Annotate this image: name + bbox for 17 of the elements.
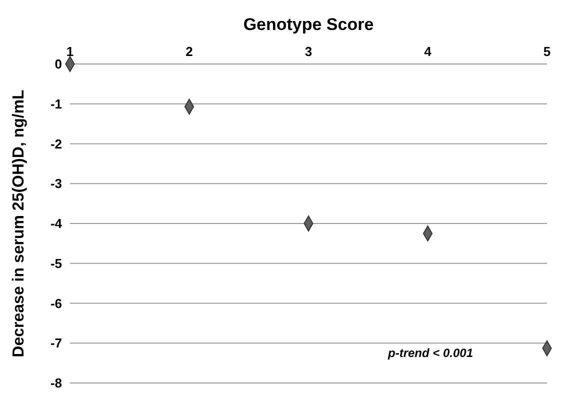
y-tick-label: -6 bbox=[50, 296, 62, 311]
x-tick-label: 5 bbox=[543, 44, 551, 59]
y-tick-label: -2 bbox=[50, 136, 62, 152]
annotation: p-trend < 0.001 bbox=[388, 346, 474, 360]
y-tick-label: -4 bbox=[50, 216, 63, 232]
x-axis-title: Genotype Score bbox=[243, 15, 374, 34]
x-tick-label: 3 bbox=[304, 44, 312, 59]
y-tick-label: -8 bbox=[50, 376, 62, 391]
x-tick-label: 4 bbox=[424, 44, 432, 59]
y-tick-label: 0 bbox=[54, 56, 62, 72]
x-tick-label: 1 bbox=[66, 44, 74, 59]
y-tick-label: -3 bbox=[50, 176, 62, 192]
y-tick-label: -7 bbox=[50, 336, 62, 351]
y-tick-label: -1 bbox=[50, 96, 62, 112]
x-tick-label: 2 bbox=[186, 44, 193, 59]
y-axis-title: Decrease in serum 25(OH)D, ng/mL bbox=[10, 89, 28, 358]
y-tick-label: -5 bbox=[50, 256, 62, 271]
